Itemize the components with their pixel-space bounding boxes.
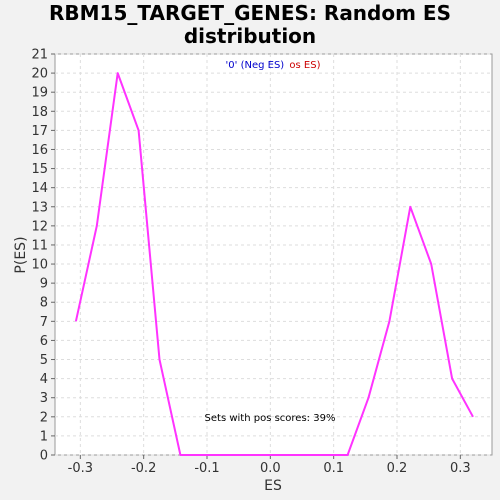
y-tick-label: 1 xyxy=(40,429,48,444)
plot-area xyxy=(54,53,493,456)
y-axis-label: P(ES) xyxy=(13,236,29,273)
y-tick-label: 17 xyxy=(31,124,48,139)
series-line xyxy=(74,72,474,456)
legend-pos-label: os ES) xyxy=(289,60,320,71)
chart-title-line-1: RBM15_TARGET_GENES: Random ES xyxy=(49,1,451,25)
y-tick-label: 18 xyxy=(31,105,48,120)
y-tick-label: 12 xyxy=(31,219,48,234)
y-tick-label: 2 xyxy=(40,410,48,425)
y-tick-label: 7 xyxy=(40,315,48,330)
x-axis-label: ES xyxy=(264,478,282,494)
x-tick-label: 0.0 xyxy=(260,461,281,476)
chart-title-line-2: distribution xyxy=(183,24,317,48)
y-tick-label: 9 xyxy=(40,277,48,292)
y-tick-label: 15 xyxy=(31,162,48,177)
legend-neg-label: '0' (Neg ES) xyxy=(226,60,285,71)
x-tick-label: -0.3 xyxy=(68,461,93,476)
chart-title: RBM15_TARGET_GENES: Random ES distributi… xyxy=(0,2,500,48)
y-tick-label: 6 xyxy=(40,334,48,349)
pos-score-annotation: Sets with pos scores: 39% xyxy=(205,413,336,424)
x-tick-label: 0.1 xyxy=(323,461,344,476)
y-tick-label: 0 xyxy=(40,449,48,464)
grid-lines xyxy=(55,53,492,456)
y-tick-label: 20 xyxy=(31,67,48,82)
y-tick-label: 19 xyxy=(31,86,48,101)
y-tick-label: 16 xyxy=(31,143,48,158)
x-tick-label: -0.1 xyxy=(194,461,219,476)
y-tick-label: 5 xyxy=(40,353,48,368)
y-tick-label: 13 xyxy=(31,200,48,215)
y-tick-label: 10 xyxy=(31,258,48,273)
y-tick-label: 8 xyxy=(40,296,48,311)
x-tick-label: -0.2 xyxy=(131,461,156,476)
y-tick-label: 21 xyxy=(31,48,48,63)
x-axis-ticks: -0.3 -0.2 -0.1 0.0 0.1 0.2 0.3 xyxy=(68,455,471,476)
x-tick-label: 0.2 xyxy=(387,461,408,476)
legend-text: '0' (Neg ES) os ES) xyxy=(226,60,321,71)
y-tick-label: 14 xyxy=(31,181,48,196)
series-group xyxy=(74,72,474,456)
y-tick-label: 4 xyxy=(40,372,48,387)
y-tick-label: 3 xyxy=(40,391,48,406)
x-tick-label: 0.3 xyxy=(450,461,471,476)
y-tick-label: 11 xyxy=(31,238,48,253)
